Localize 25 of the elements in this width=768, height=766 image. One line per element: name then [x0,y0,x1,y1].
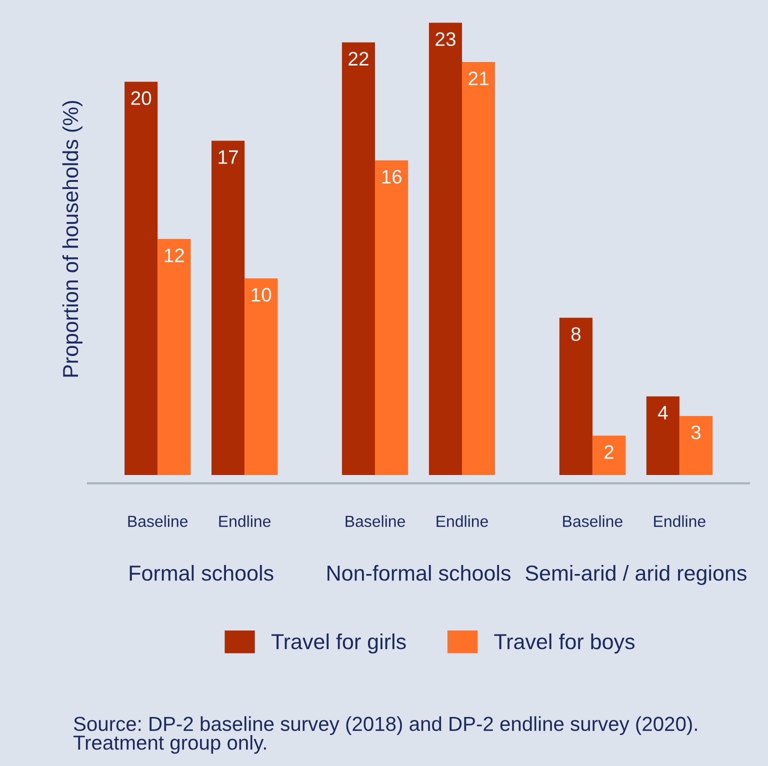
text: Formal schools [130,564,274,581]
y-axis-title: Proportion of households (%) [62,100,82,377]
x-tick-label: Baseline [563,515,622,528]
data-label: 2 [604,445,614,459]
legend-label: Travel for boys [494,633,635,654]
x-tick-label: Endline [654,515,706,528]
data-label: 16 [382,170,402,184]
x-tick-label: Endline [436,515,488,528]
x-tick-label: Endline [219,515,270,528]
data-label: 3 [691,426,700,440]
data-label: 10 [252,288,272,302]
legend-label: Travel for girls [271,633,406,654]
text: Non-formal schools [328,564,510,581]
x-tick-label: Baseline [346,515,405,528]
text: Semi-arid / arid regions [526,564,746,586]
data-label: 17 [218,150,238,164]
data-label: 23 [436,32,456,46]
data-label: 12 [164,248,184,262]
data-label: 21 [468,72,488,86]
x-tick-label: Baseline [128,515,188,528]
source-note: Source: DP-2 baseline survey (2018) and DP-2 endline survey (2020). Treatment group only. [73,716,697,754]
data-label: 8 [571,327,580,341]
data-label: 20 [131,91,152,105]
data-label: 22 [348,52,368,66]
data-label: 4 [658,406,668,420]
